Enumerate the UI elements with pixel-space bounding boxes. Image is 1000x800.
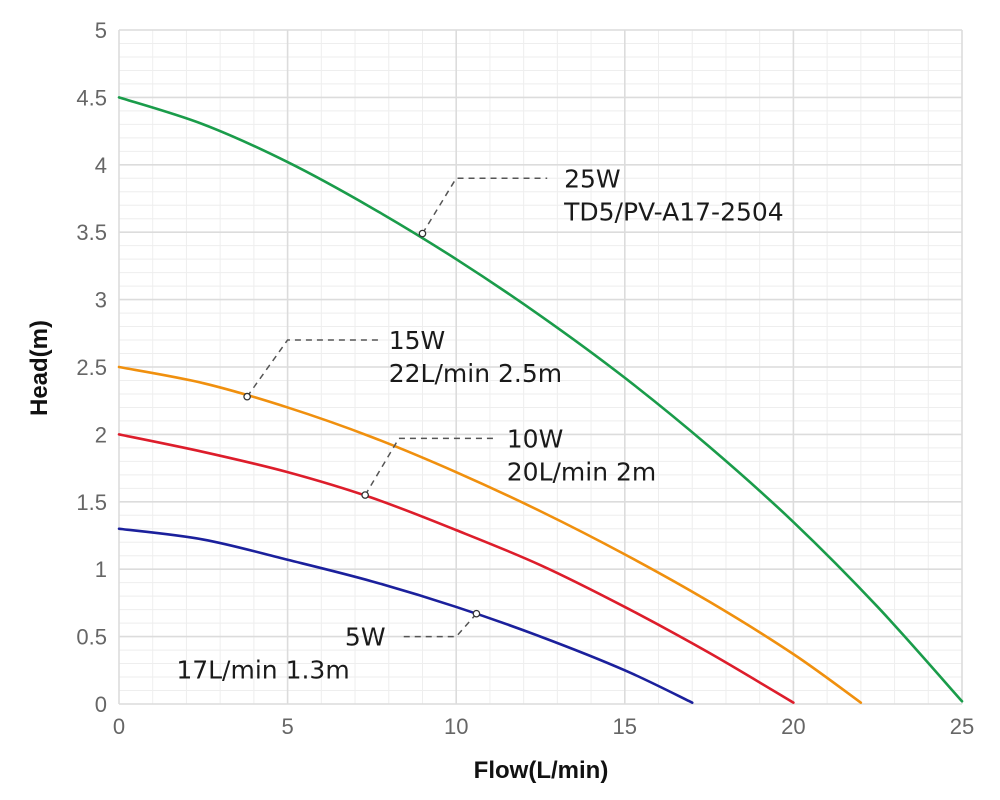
y-tick-label: 5 bbox=[95, 18, 107, 43]
grid bbox=[118, 29, 963, 705]
y-tick-label: 2.5 bbox=[76, 355, 107, 380]
y-tick-label: 4 bbox=[95, 153, 107, 178]
x-tick-label: 20 bbox=[781, 714, 805, 739]
x-tick-label: 10 bbox=[444, 714, 468, 739]
annotation-marker bbox=[243, 392, 251, 401]
series-line-1 bbox=[117, 96, 964, 703]
y-tick-label: 3 bbox=[95, 288, 107, 313]
annotations: 25W TD5/PV-A17-2504 15W 22L/min 2.5m 10W 20L/… bbox=[176, 164, 783, 684]
y-tick-label: 1.5 bbox=[76, 490, 107, 515]
x-tick-label: 15 bbox=[613, 714, 637, 739]
annotation-leader-line bbox=[246, 339, 379, 398]
annotation-2: 15W 22L/min 2.5m bbox=[243, 326, 562, 401]
annotation-leader-line bbox=[364, 437, 497, 496]
y-tick-label: 0 bbox=[95, 692, 107, 717]
annotation-subtitle: 22L/min 2.5m bbox=[389, 359, 562, 388]
y-tick-label: 3.5 bbox=[76, 220, 107, 245]
series-line-4 bbox=[117, 527, 694, 704]
series-line-3 bbox=[117, 433, 795, 704]
y-tick-label: 1 bbox=[95, 557, 107, 582]
y-tick-label: 4.5 bbox=[76, 85, 107, 110]
annotation-leader-line bbox=[398, 613, 477, 638]
annotation-subtitle: 17L/min 1.3m bbox=[176, 656, 349, 685]
x-tick-label: 0 bbox=[113, 714, 125, 739]
annotation-marker bbox=[418, 229, 427, 238]
x-axis-title: Flow(L/min) bbox=[474, 757, 609, 784]
y-tick-label: 0.5 bbox=[76, 625, 107, 650]
annotation-subtitle: TD5/PV-A17-2504 bbox=[563, 197, 784, 226]
annotation-4: 5W 17L/min 1.3m bbox=[176, 609, 481, 685]
annotation-marker bbox=[472, 609, 481, 618]
annotation-title: 25W bbox=[564, 164, 621, 193]
y-axis-title: Head(m) bbox=[26, 320, 53, 416]
axes: 0 5 10 15 20 25 0 0.5 1 1.5 2 2.5 3 3.5 4 4.5 5 bbox=[76, 18, 974, 739]
annotation-subtitle: 20L/min 2m bbox=[507, 457, 657, 486]
annotation-title: 10W bbox=[507, 424, 564, 453]
annotation-3: 10W 20L/min 2m bbox=[361, 424, 657, 499]
annotation-title: 5W bbox=[345, 623, 386, 652]
annotation-marker bbox=[361, 491, 370, 499]
x-tick-label: 25 bbox=[950, 714, 974, 739]
y-tick-label: 2 bbox=[95, 422, 107, 447]
annotation-title: 15W bbox=[389, 326, 446, 355]
annotation-leader-line bbox=[421, 177, 548, 234]
annotation-1: 25W TD5/PV-A17-2504 bbox=[418, 164, 784, 238]
x-tick-label: 5 bbox=[281, 714, 293, 739]
